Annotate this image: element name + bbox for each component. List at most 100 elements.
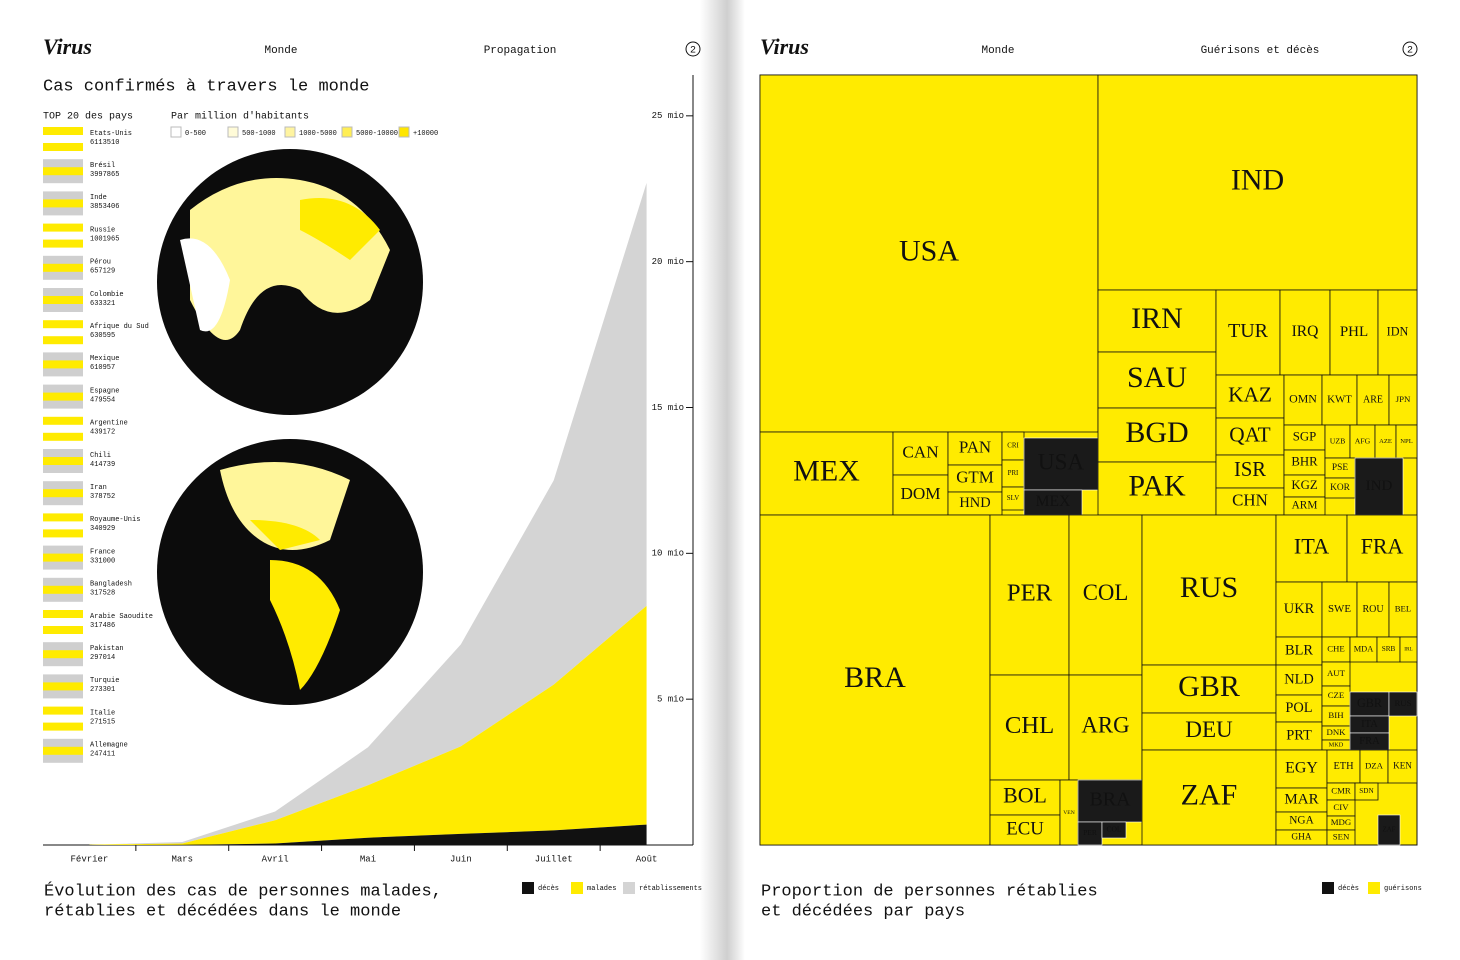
topic: Propagation: [484, 45, 557, 57]
treemap-recovery: [759, 74, 1099, 433]
x-tick-label: Avril: [262, 854, 289, 864]
treemap-label: PAK: [1128, 469, 1186, 502]
treemap-recovery: [1321, 661, 1351, 687]
treemap-recovery: [989, 779, 1061, 816]
flag-band: [43, 457, 83, 465]
y-tick-label: 5 mio: [657, 695, 684, 705]
density-bin: 500-1000: [242, 130, 276, 138]
treemap-label: IND: [1231, 163, 1284, 196]
country-name: Inde: [90, 194, 107, 202]
treemap-label: CRI: [1007, 443, 1019, 450]
treemap-recovery: [1215, 487, 1285, 516]
treemap-label: VEN: [1063, 810, 1075, 816]
country-name: Espagne: [90, 387, 119, 395]
treemap-recovery: [1275, 787, 1328, 813]
treemap-label: BOL: [1003, 783, 1047, 808]
density-swatch: [398, 126, 410, 138]
country-name: Chili: [90, 452, 111, 460]
treemap-label: QAT: [1229, 422, 1270, 446]
treemap-label: PRI: [1008, 470, 1019, 477]
treemap-death: [1349, 691, 1390, 717]
treemap-label: PRT: [1286, 727, 1312, 743]
treemap-label: IRQ: [1292, 323, 1319, 340]
treemap-label: USA: [899, 234, 959, 267]
treemap-recovery: [1068, 514, 1143, 676]
treemap-label: BRA: [844, 661, 906, 694]
flag-band: [43, 746, 83, 755]
treemap-label: RUS: [1394, 698, 1411, 708]
treemap-label: ITA: [1294, 534, 1329, 559]
x-tick-label: Mai: [360, 854, 376, 864]
treemap-recovery: [1275, 664, 1323, 696]
treemap-recovery: [1321, 636, 1351, 663]
treemap-label: NPL: [1400, 438, 1412, 445]
treemap-label: CAN: [902, 442, 939, 461]
treemap-label: AZE: [1379, 438, 1392, 445]
country-cases: 1001965: [90, 235, 119, 243]
treemap-recovery: [1346, 514, 1418, 583]
density-bin: +10000: [413, 130, 438, 138]
treemap-recovery: [1354, 782, 1379, 801]
legend-label: guérisons: [1384, 885, 1422, 893]
brand: Virus: [43, 34, 92, 59]
flag-band: [43, 553, 83, 562]
treemap-label: PAN: [959, 437, 991, 456]
country-cases: 3997865: [90, 171, 119, 179]
flag-band: [43, 585, 83, 594]
treemap-death: [1388, 691, 1418, 717]
treemap-label: CHN: [1232, 490, 1268, 509]
treemap-label: BIH: [1328, 710, 1344, 720]
y-tick-label: 15 mio: [652, 403, 684, 413]
treemap-recovery: [1283, 424, 1326, 451]
treemap-label: MKD: [1329, 741, 1344, 748]
treemap-label: ISR: [1234, 459, 1266, 481]
treemap-label: HND: [959, 495, 990, 511]
country-cases: 340929: [90, 525, 115, 533]
treemap-recovery: [1097, 461, 1217, 516]
treemap-label: DZA: [1365, 761, 1384, 771]
treemap-recovery: [1275, 514, 1348, 583]
treemap-label: MEX: [1036, 493, 1071, 510]
country-cases: 633321: [90, 300, 115, 308]
treemap-label: PHL: [1340, 324, 1368, 340]
treemap-label: SAU: [1127, 361, 1187, 394]
x-tick-label: Juin: [450, 854, 472, 864]
flag-band: [43, 521, 83, 530]
legend-swatch: [623, 882, 635, 894]
density-bin: 1000-5000: [299, 130, 337, 138]
x-tick-label: Février: [71, 854, 109, 864]
legend-label: malades: [587, 885, 616, 893]
treemap-label: BHR: [1291, 454, 1318, 468]
treemap-label: ARE: [1363, 394, 1383, 405]
country-cases: 317486: [90, 622, 115, 630]
treemap-recovery: [892, 474, 949, 516]
treemap-label: GBR: [1178, 670, 1240, 703]
treemap-death: [1023, 489, 1083, 516]
country-name: Bangladesh: [90, 581, 132, 589]
treemap-recovery: [989, 674, 1070, 781]
treemap-recovery: [1399, 636, 1418, 663]
treemap-recovery: [1356, 374, 1390, 426]
caption: Évolution des cas de personnes malades,: [44, 881, 442, 901]
country-name: Afrique du Sud: [90, 323, 149, 331]
treemap-label: SWE: [1328, 603, 1351, 615]
x-tick-label: Juillet: [535, 854, 573, 864]
section: Monde: [981, 45, 1014, 57]
country-name: Argentine: [90, 420, 128, 428]
treemap-label: SDN: [1359, 787, 1374, 795]
treemap-recovery: [1141, 514, 1277, 666]
treemap-label: ECU: [1006, 818, 1044, 839]
country-cases: 414739: [90, 461, 115, 469]
treemap-label: ROU: [1362, 604, 1384, 615]
country-name: Iran: [90, 484, 107, 492]
treemap-recovery: [1097, 74, 1418, 291]
treemap-label: ARG: [1081, 713, 1129, 738]
area: [89, 182, 647, 845]
treemap-label: DNK: [1326, 727, 1346, 737]
country-name: Italie: [90, 709, 115, 717]
treemap-label: CHE: [1327, 644, 1345, 654]
treemap-label: GBR: [1357, 696, 1383, 710]
treemap-label: OMN: [1289, 392, 1317, 406]
country-cases: 3853406: [90, 203, 119, 211]
treemap-recovery: [1356, 581, 1390, 638]
